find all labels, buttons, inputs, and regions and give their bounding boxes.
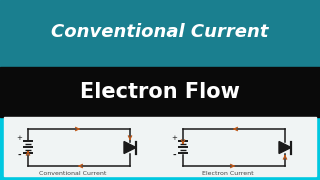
Text: +: +: [16, 134, 22, 141]
Text: Electron Flow: Electron Flow: [80, 82, 240, 102]
Text: +: +: [171, 134, 177, 141]
Polygon shape: [279, 141, 291, 154]
Text: Conventional Current: Conventional Current: [39, 171, 107, 176]
Text: -: -: [17, 151, 21, 160]
Text: -: -: [172, 151, 176, 160]
Bar: [0, 0, 320, 67]
Bar: [4, 117, 316, 176]
Text: Conventional Current: Conventional Current: [51, 23, 269, 41]
Bar: [0, 67, 320, 117]
Polygon shape: [124, 141, 136, 154]
Text: Electron Current: Electron Current: [202, 171, 254, 176]
